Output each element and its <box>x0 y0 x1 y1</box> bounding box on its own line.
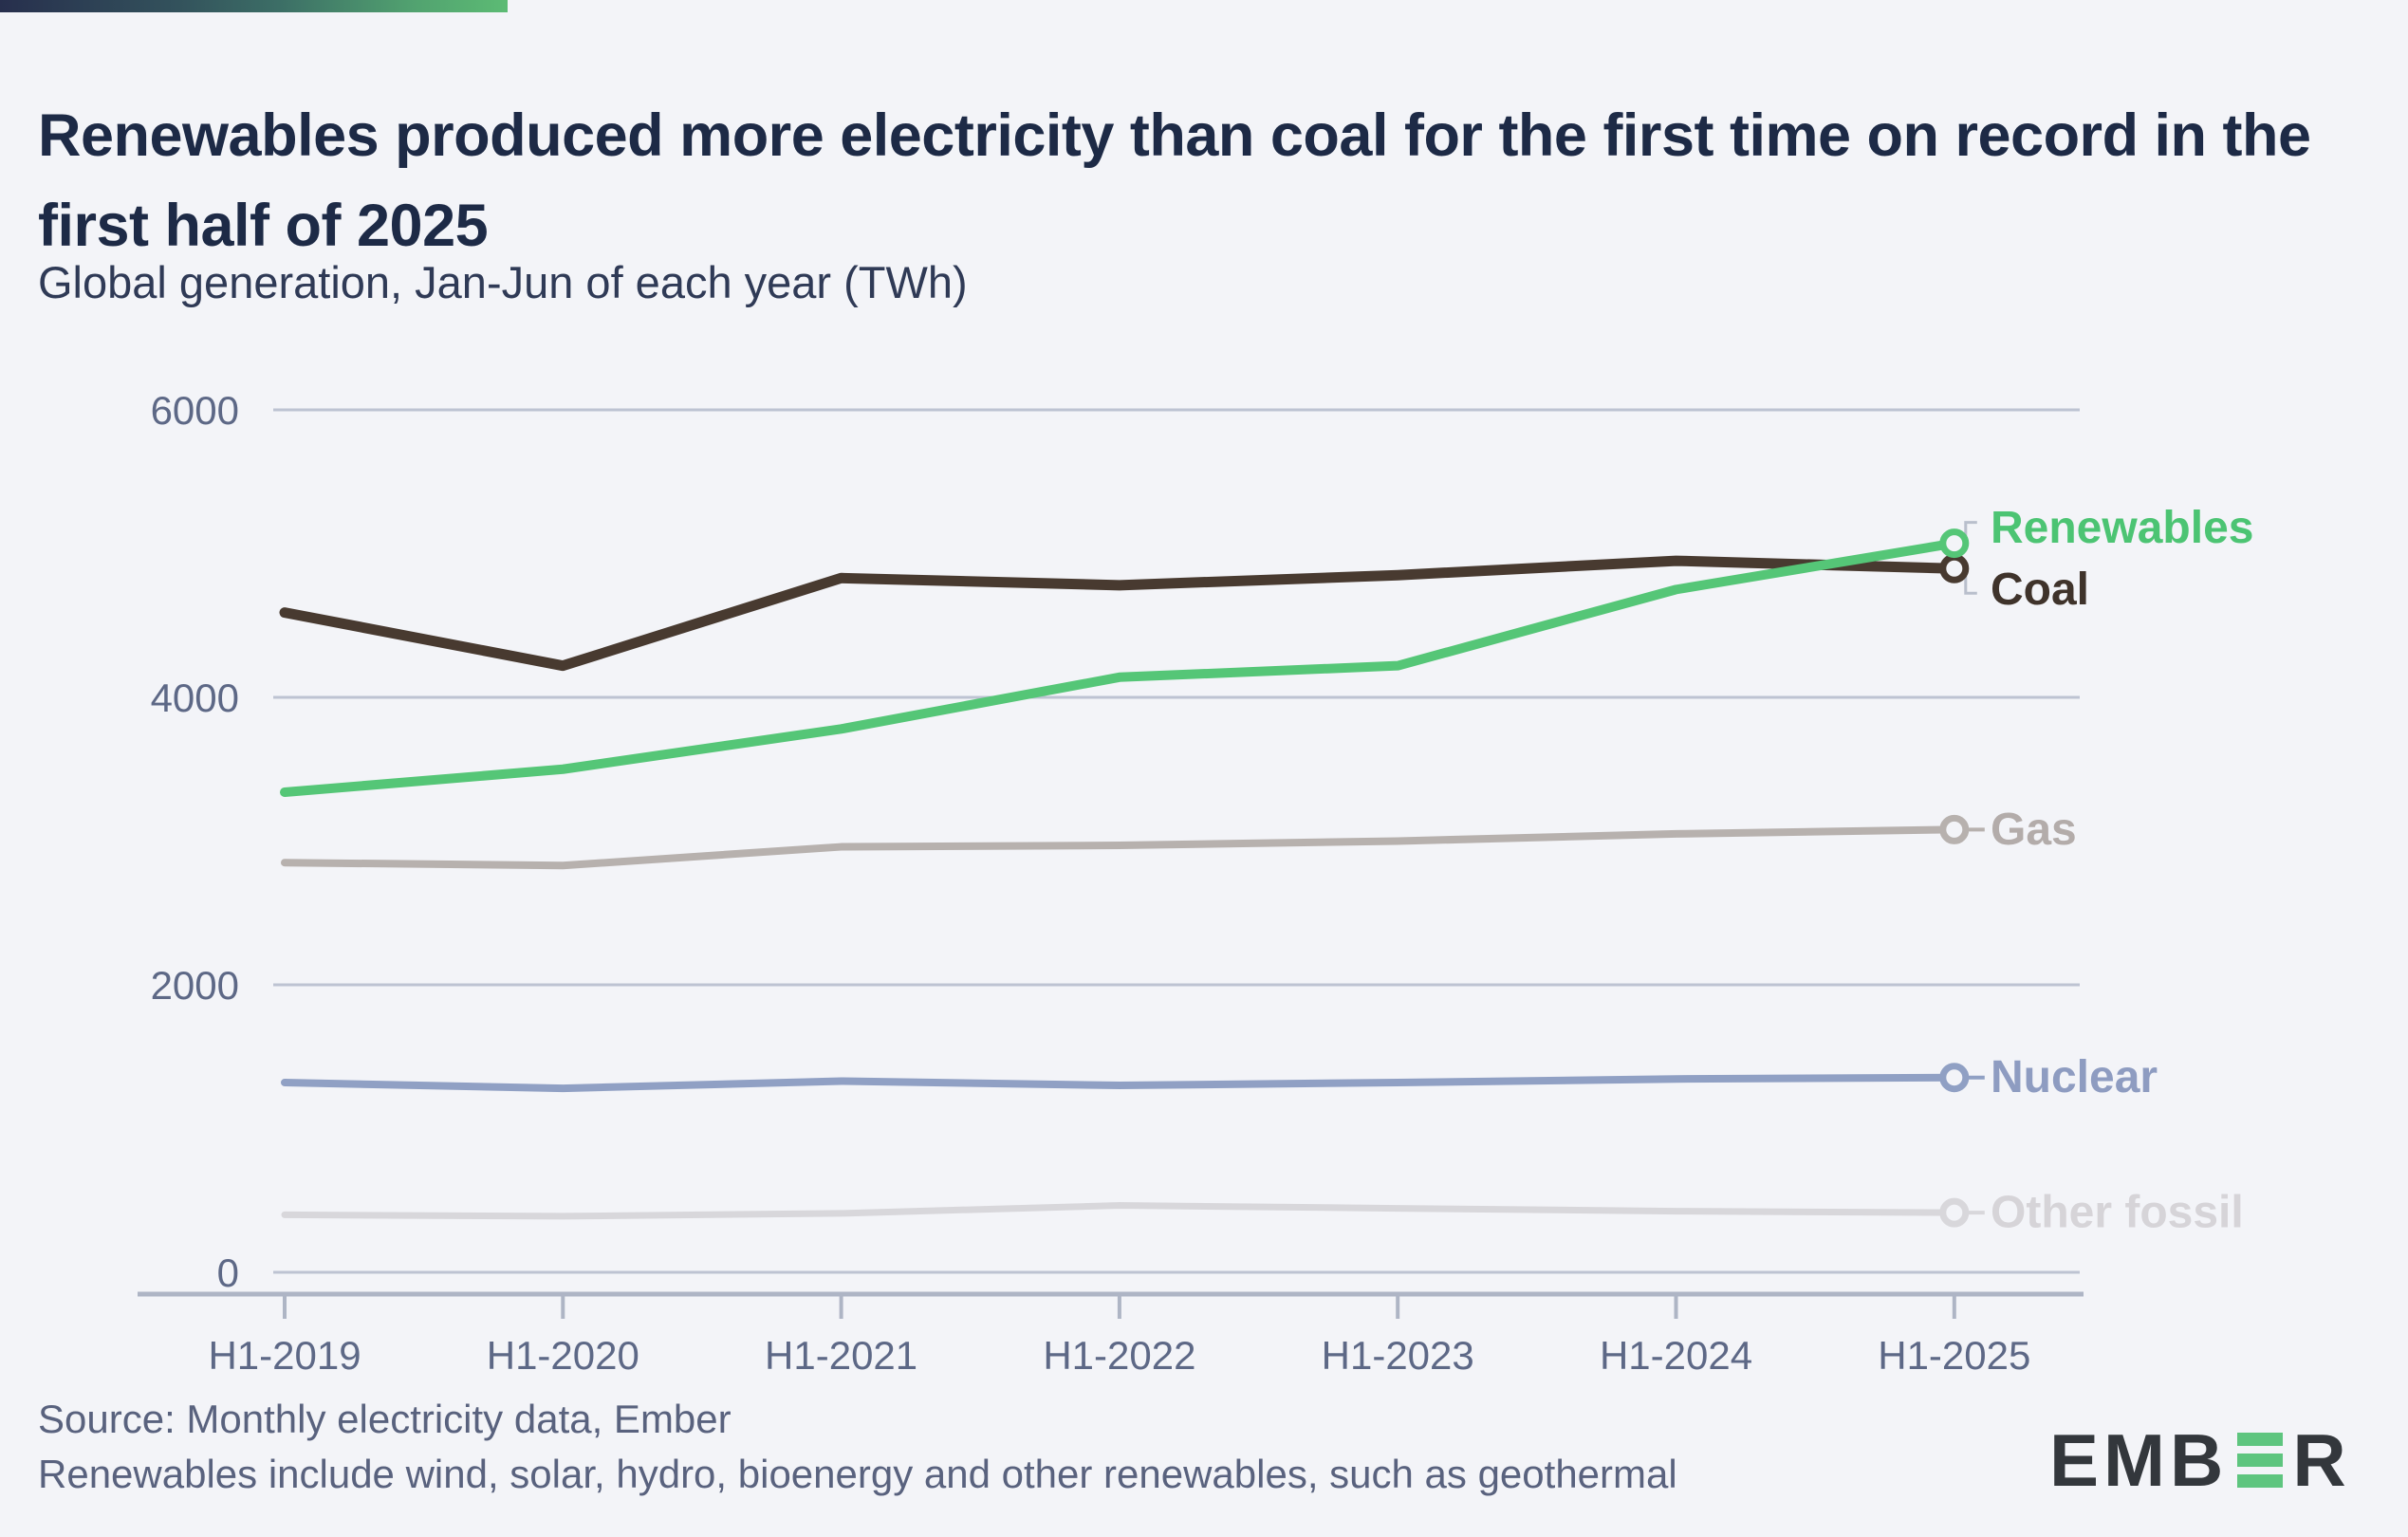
green-e-bar <box>2237 1474 2284 1488</box>
x-tick-label-h1-2020: H1-2020 <box>487 1333 639 1378</box>
series-line-coal <box>279 555 1960 672</box>
series-marker-renewables <box>1939 528 1970 559</box>
source-note: Source: Monthly electricity data, Ember <box>38 1397 732 1441</box>
ember-logo-text-r: R <box>2292 1418 2351 1502</box>
series-line-renewables <box>280 538 1959 797</box>
ember-logo-text-emb: EMB <box>2049 1418 2229 1502</box>
brand-gradient-bar <box>0 0 508 12</box>
series-line-nuclear <box>281 1073 1958 1093</box>
series-line-gas <box>281 825 1958 870</box>
series-label-gas: Gas <box>1991 805 2077 855</box>
series-marker-gas <box>1939 814 1970 844</box>
x-tick-label-h1-2021: H1-2021 <box>765 1333 917 1378</box>
leader-coal <box>1964 574 1977 595</box>
x-tick-label-h1-2022: H1-2022 <box>1043 1333 1195 1378</box>
series-marker-coal <box>1939 553 1970 583</box>
x-tick-label-h1-2019: H1-2019 <box>208 1333 361 1378</box>
ember-logo: EMB R <box>2049 1423 2351 1497</box>
green-e-bar <box>2237 1454 2284 1467</box>
y-tick-label-6000: 6000 <box>151 388 239 433</box>
green-e-bar <box>2237 1433 2284 1446</box>
series-label-other-fossil: Other fossil <box>1991 1188 2244 1238</box>
series-label-renewables: Renewables <box>1991 503 2253 553</box>
chart-title: Renewables produced more electricity tha… <box>38 102 2311 259</box>
x-tick-label-h1-2023: H1-2023 <box>1322 1333 1474 1378</box>
y-tick-label-4000: 4000 <box>151 676 239 720</box>
y-tick-label-2000: 2000 <box>151 963 239 1008</box>
series-marker-other-fossil <box>1939 1197 1970 1228</box>
leader-renewables <box>1964 521 1977 540</box>
series-marker-nuclear <box>1939 1063 1970 1093</box>
x-tick-label-h1-2024: H1-2024 <box>1600 1333 1752 1378</box>
series-line-other-fossil <box>281 1202 1958 1220</box>
x-tick-label-h1-2025: H1-2025 <box>1878 1333 2030 1378</box>
series-label-coal: Coal <box>1991 565 2089 615</box>
renewables-definition-note: Renewables include wind, solar, hydro, b… <box>38 1452 1677 1496</box>
series-label-nuclear: Nuclear <box>1991 1052 2158 1102</box>
ember-green-e-icon <box>2237 1433 2284 1488</box>
y-tick-label-0: 0 <box>217 1250 239 1295</box>
chart-subtitle: Global generation, Jan-Jun of each year … <box>38 257 968 307</box>
